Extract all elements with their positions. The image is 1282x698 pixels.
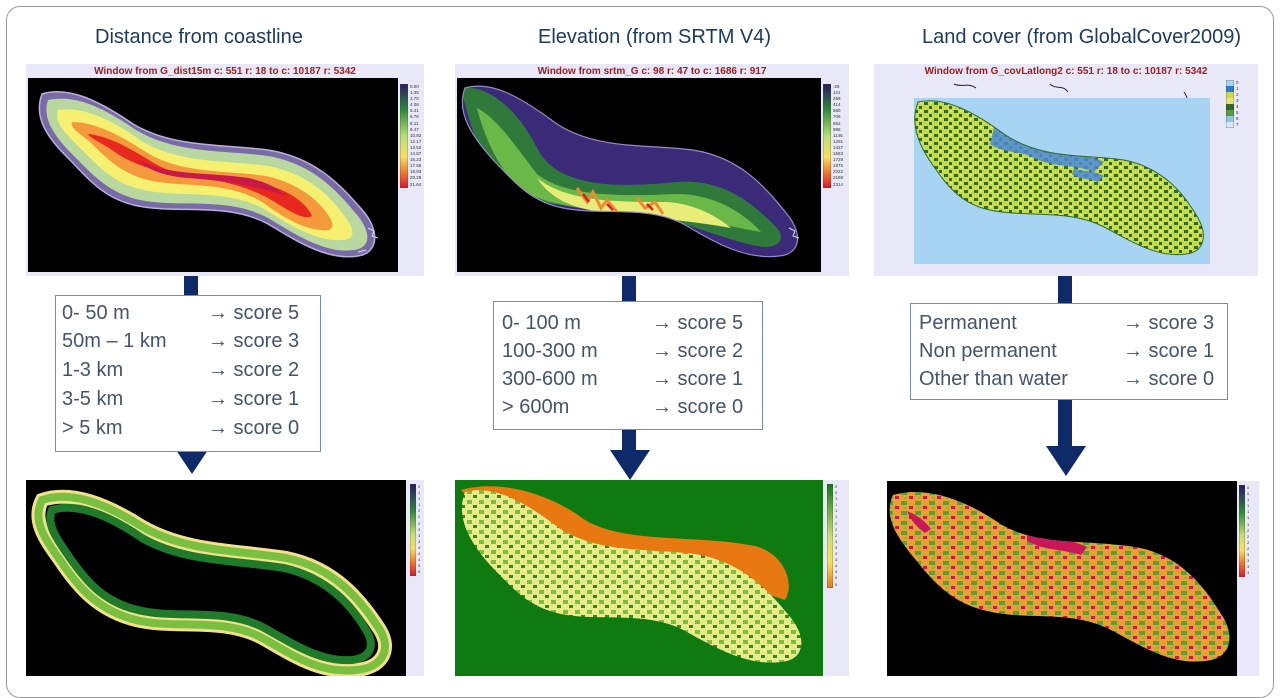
elevation-legend-ticks: -25 121 268 414 560 706 852 998 1145 1291 1437 1583… xyxy=(833,84,844,187)
distance-score-map xyxy=(26,480,406,676)
distance-map-window: Window from G_dist15m c: 551 r: 18 to c:… xyxy=(26,64,424,276)
column-title-elevation: Elevation (from SRTM V4) xyxy=(538,26,772,48)
landcover-window-title: Window from G_covLatlong2 c: 551 r: 18 t… xyxy=(924,66,1208,77)
elevation-map-legend: -25 121 268 414 560 706 852 998 1145 1291 1437 1583… xyxy=(821,84,847,194)
elevation-score-map xyxy=(455,480,823,676)
elevation-score-rules: 0- 100 m → score 5 100-300 m → score 2 300… xyxy=(493,301,763,430)
distance-map-legend: 0.00 1.35 2.70 4.06 5.41 6.76 8.11 9.47 10.82 12.… xyxy=(398,84,422,194)
distance-map xyxy=(28,78,398,272)
column-title-distance: Distance from coastline xyxy=(95,26,303,48)
elevation-window-title: Window from srtm_G c: 98 r: 47 to c: 168… xyxy=(537,66,767,77)
column-title-landcover: Land cover (from GlobalCover2009) xyxy=(922,26,1242,48)
landcover-score-rules: Permanent → score 3 Non permanent → score … xyxy=(910,303,1228,400)
distance-legend-ticks: 0.00 1.35 2.70 4.06 5.41 6.76 8.11 9.47 10.82 12.… xyxy=(410,84,422,187)
distance-score-rules: 0- 50 m → score 5 50m – 1 km → score 3 1-3… xyxy=(55,295,321,452)
elevation-map-window: Window from srtm_G c: 98 r: 47 to c: 168… xyxy=(455,64,849,276)
landcover-map xyxy=(874,78,1224,274)
landcover-score-map xyxy=(887,481,1237,676)
distance-window-title: Window from G_dist15m c: 551 r: 18 to c:… xyxy=(94,66,356,77)
landcover-map-window: Window from G_covLatlong2 c: 551 r: 18 t… xyxy=(874,64,1258,276)
elevation-map xyxy=(457,78,821,272)
